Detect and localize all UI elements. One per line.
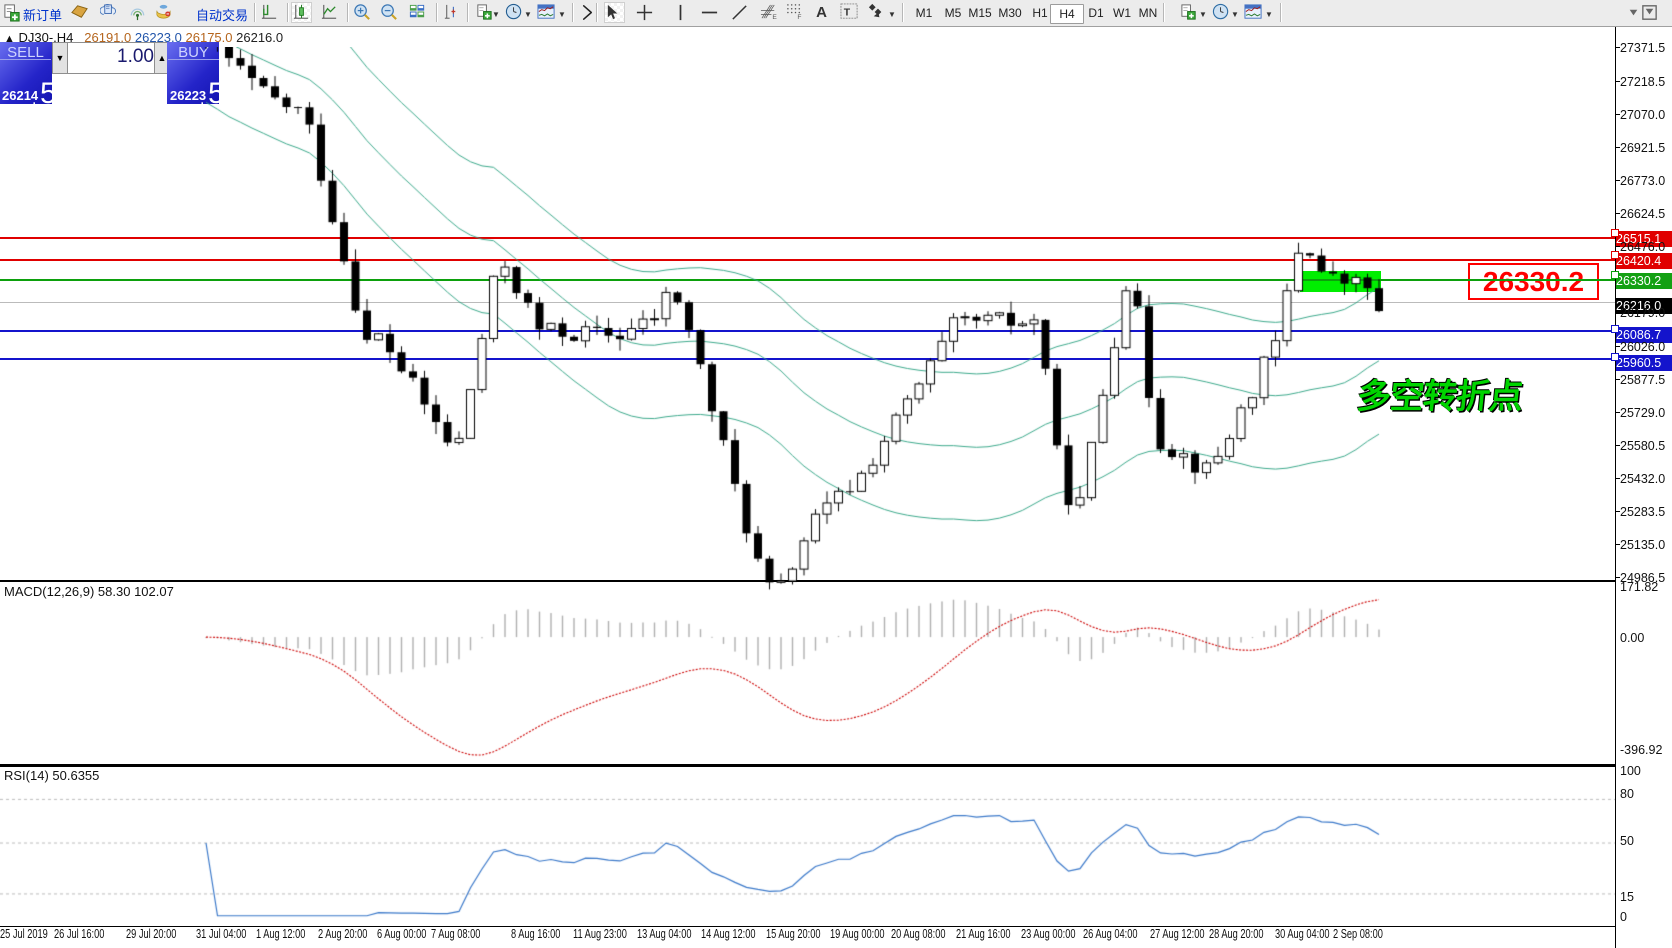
svg-text:F: F (797, 14, 801, 21)
svg-text:T: T (844, 7, 851, 18)
svg-text:E: E (772, 14, 777, 21)
